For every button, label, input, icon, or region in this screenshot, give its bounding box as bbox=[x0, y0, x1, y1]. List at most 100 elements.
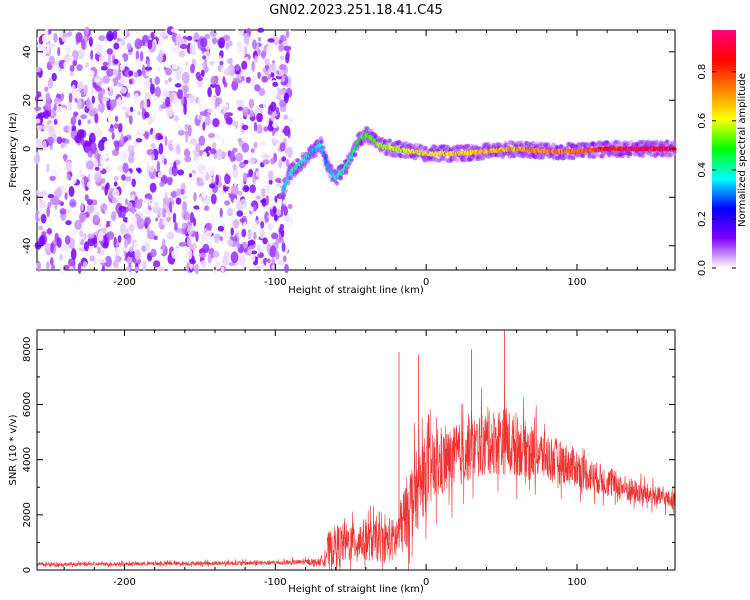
noise-cell bbox=[166, 231, 175, 240]
noise-cell bbox=[267, 73, 271, 80]
noise-cell bbox=[245, 76, 251, 84]
ridge-halo-cell bbox=[298, 167, 304, 173]
noise-cell bbox=[80, 202, 84, 212]
noise-cell bbox=[249, 255, 256, 263]
noise-cell bbox=[154, 86, 161, 98]
noise-cell bbox=[254, 55, 258, 64]
noise-cell bbox=[242, 172, 248, 183]
noise-cell bbox=[211, 37, 217, 45]
noise-cell bbox=[245, 186, 249, 192]
noise-cell bbox=[215, 174, 219, 186]
noise-cell bbox=[279, 64, 286, 71]
ridge-halo-cell bbox=[455, 158, 460, 163]
noise-cell bbox=[281, 156, 287, 162]
noise-cell bbox=[155, 189, 160, 202]
noise-cell bbox=[144, 131, 150, 140]
ridge-halo-cell bbox=[324, 154, 329, 159]
noise-cell bbox=[248, 220, 255, 227]
noise-cell bbox=[69, 198, 77, 208]
noise-cell bbox=[248, 88, 253, 98]
noise-cell bbox=[53, 209, 57, 216]
noise-cell bbox=[220, 191, 226, 196]
noise-cell bbox=[129, 106, 134, 113]
noise-cell bbox=[73, 111, 79, 117]
noise-cell bbox=[261, 113, 269, 126]
ridge-halo-cell bbox=[286, 180, 291, 186]
noise-cell bbox=[237, 44, 245, 56]
noise-cell bbox=[148, 205, 152, 210]
noise-cell bbox=[120, 208, 126, 219]
ridge-halo-cell bbox=[412, 156, 418, 161]
noise-cell bbox=[186, 112, 191, 119]
noise-cell bbox=[228, 64, 236, 77]
noise-cell bbox=[279, 133, 285, 138]
noise-cell bbox=[119, 78, 126, 85]
noise-cell bbox=[146, 149, 155, 156]
noise-cell bbox=[112, 188, 120, 199]
noise-cell bbox=[286, 29, 290, 39]
noise-cell bbox=[34, 106, 42, 111]
noise-cell bbox=[219, 207, 223, 218]
noise-cell bbox=[53, 32, 58, 43]
noise-cell bbox=[141, 64, 146, 76]
noise-cell bbox=[158, 248, 164, 255]
noise-cell bbox=[212, 141, 217, 149]
noise-cell bbox=[203, 66, 209, 73]
noise-cell bbox=[88, 36, 93, 47]
noise-cell bbox=[158, 171, 164, 178]
noise-cell bbox=[251, 75, 256, 88]
noise-cell bbox=[69, 71, 74, 77]
noise-cell bbox=[126, 42, 132, 51]
noise-cell bbox=[76, 64, 83, 72]
noise-cell bbox=[92, 214, 99, 225]
noise-cell bbox=[181, 71, 190, 84]
noise-cell bbox=[261, 159, 270, 165]
noise-cell bbox=[163, 91, 170, 97]
noise-cell bbox=[80, 114, 88, 120]
noise-cell bbox=[249, 116, 256, 121]
ridge-halo-cell bbox=[321, 145, 326, 150]
noise-cell bbox=[157, 35, 164, 47]
noise-cell bbox=[156, 66, 161, 73]
noise-cell bbox=[122, 162, 129, 174]
noise-cell bbox=[88, 132, 96, 144]
noise-cell bbox=[277, 260, 285, 266]
noise-cell bbox=[187, 235, 192, 247]
snr-y-tick-label: 2000 bbox=[22, 502, 33, 527]
noise-cell bbox=[228, 187, 232, 194]
noise-cell bbox=[215, 84, 221, 97]
noise-cell bbox=[243, 248, 248, 253]
noise-cell bbox=[135, 50, 140, 61]
noise-cell bbox=[255, 170, 260, 178]
noise-cell bbox=[147, 39, 153, 50]
noise-cell bbox=[202, 169, 207, 176]
noise-cell bbox=[254, 84, 261, 92]
noise-cell bbox=[202, 151, 208, 160]
snr-marks bbox=[36, 330, 676, 571]
noise-cell bbox=[63, 264, 70, 270]
noise-cell bbox=[36, 260, 41, 273]
noise-cell bbox=[259, 262, 265, 271]
noise-cell bbox=[57, 46, 61, 57]
noise-cell bbox=[236, 242, 241, 248]
noise-cell bbox=[70, 175, 77, 185]
noise-cell bbox=[261, 197, 267, 207]
noise-cell bbox=[209, 183, 216, 189]
noise-cell bbox=[171, 63, 179, 70]
noise-cell bbox=[65, 220, 72, 226]
noise-cell bbox=[94, 113, 99, 124]
noise-cell bbox=[63, 153, 67, 163]
snr-y-tick-label: 8000 bbox=[22, 337, 33, 362]
noise-cell bbox=[120, 36, 126, 47]
noise-cell bbox=[247, 230, 254, 239]
noise-cell bbox=[275, 177, 282, 183]
ridge-halo-cell bbox=[498, 142, 504, 147]
noise-cell bbox=[56, 237, 62, 248]
noise-cell bbox=[183, 148, 191, 157]
noise-cell bbox=[185, 60, 189, 67]
noise-cell bbox=[260, 229, 265, 239]
noise-cell bbox=[276, 208, 282, 217]
noise-cell bbox=[99, 54, 105, 65]
noise-cell bbox=[143, 155, 151, 165]
noise-cell bbox=[35, 66, 42, 73]
